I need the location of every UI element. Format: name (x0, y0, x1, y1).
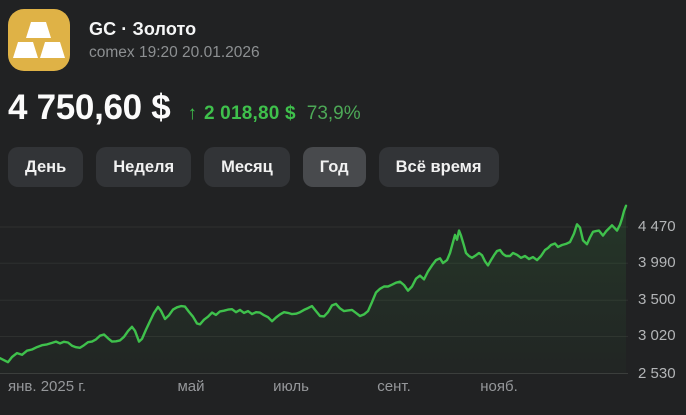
price-chart-svg[interactable] (0, 185, 686, 415)
change-amount: 2 018,80 $ (203, 103, 296, 124)
price-chart[interactable] (0, 185, 686, 415)
gold-ingots-icon (8, 9, 70, 71)
ingot-shape (40, 42, 65, 58)
ingot-shape (13, 42, 38, 58)
area-fill (0, 205, 626, 374)
tab-year[interactable]: Год (302, 147, 366, 187)
tab-alltime[interactable]: Всё время (378, 147, 499, 187)
current-price: 4 750,60 $ (8, 88, 171, 127)
instrument-header: GC · Золото comex 19:20 20.01.2026 (8, 9, 260, 71)
tab-month[interactable]: Месяц (204, 147, 290, 187)
change-percent: 73,9% (306, 103, 361, 124)
instrument-subtitle: comex 19:20 20.01.2026 (89, 43, 260, 61)
arrow-up-icon: ↑ (187, 103, 197, 124)
ingot-shape (26, 22, 51, 38)
tab-day[interactable]: День (8, 147, 84, 187)
price-row: 4 750,60 $ ↑ 2 018,80 $ 73,9% (8, 88, 361, 128)
price-change: ↑ 2 018,80 $ (187, 103, 295, 125)
price-line (0, 204, 628, 364)
period-tabs: День Неделя Месяц Год Всё время (8, 147, 499, 187)
instrument-title: GC · Золото (89, 18, 197, 39)
tab-week[interactable]: Неделя (96, 147, 192, 187)
